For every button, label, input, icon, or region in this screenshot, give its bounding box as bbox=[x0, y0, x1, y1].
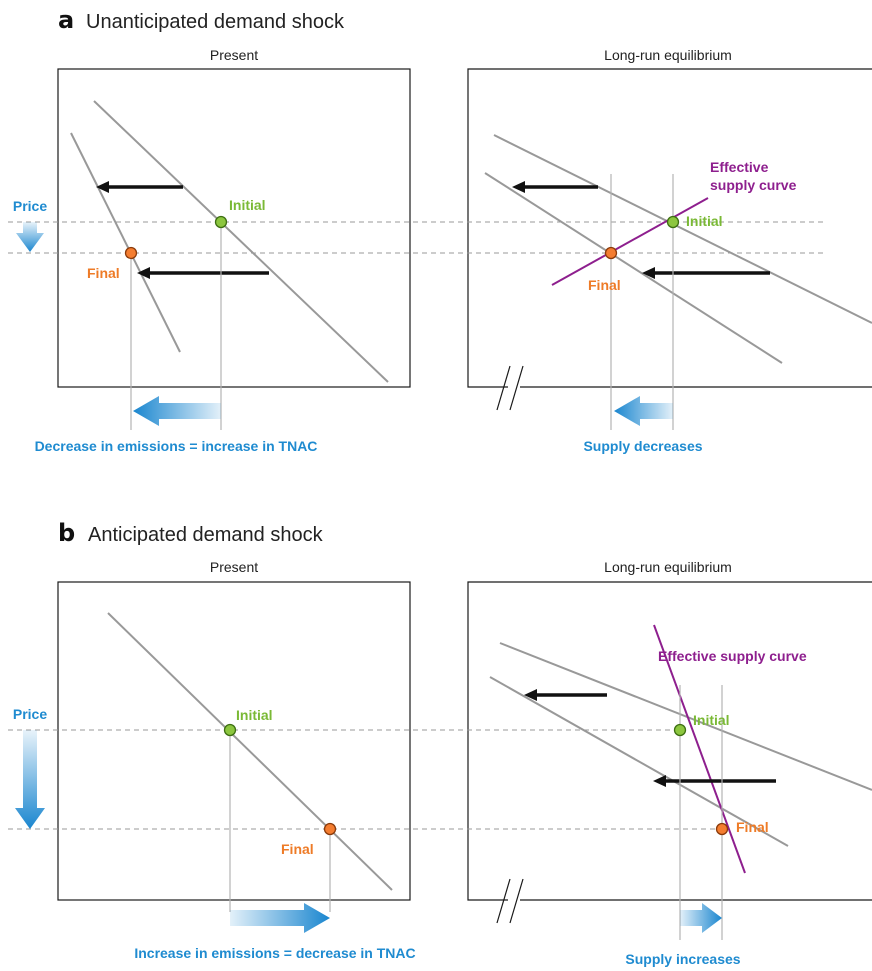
panel-a-heading: Unanticipated demand shock bbox=[86, 11, 345, 33]
panel-b-heading: Anticipated demand shock bbox=[88, 524, 324, 546]
panel-b-right-initial-point bbox=[673, 723, 687, 737]
panel-b-left-caption: Increase in emissions = decrease in TNAC bbox=[134, 945, 415, 961]
panel-a-effective-supply-label-line1: Effective bbox=[710, 159, 769, 175]
panel-b-right-final-label: Final bbox=[736, 819, 769, 835]
panel-a-right-demand-initial bbox=[493, 134, 872, 324]
panel-a-right-final-label: Final bbox=[588, 277, 621, 293]
panel-b-right-title: Long-run equilibrium bbox=[604, 559, 732, 575]
panel-b-right-blue-arrow bbox=[680, 903, 722, 933]
panel-b-price-down-arrow bbox=[15, 730, 45, 829]
panel-b-right-demand-final bbox=[489, 676, 789, 847]
panel-a-letter: a bbox=[58, 6, 74, 34]
panel-a-right-blue-arrow bbox=[614, 396, 673, 426]
panel-a-demand-initial bbox=[93, 100, 389, 383]
panel-a-right-caption: Supply decreases bbox=[583, 438, 702, 454]
panel-b-right-initial-label: Initial bbox=[693, 712, 730, 728]
panel-b-demand-curve bbox=[107, 612, 393, 891]
panel-a-left-shift-arrowhead-lower bbox=[137, 267, 150, 279]
panel-a-effective-supply-curve bbox=[551, 197, 709, 286]
panel-a-right-demand-final bbox=[484, 172, 783, 364]
panel-b-right-caption: Supply increases bbox=[625, 951, 740, 967]
panel-b-right-demand-initial bbox=[499, 642, 872, 791]
panel-b-left-initial-point bbox=[223, 723, 237, 737]
panel-a-effective-supply-label-line2: supply curve bbox=[710, 177, 797, 193]
panel-b-left-title: Present bbox=[210, 559, 258, 575]
panel-a-price-down-arrow bbox=[16, 222, 44, 252]
panel-a-left-blue-arrow bbox=[133, 396, 221, 426]
panel-b-left-initial-label: Initial bbox=[236, 707, 273, 723]
panel-b-left-frame bbox=[57, 581, 411, 901]
panel-b-right-shift-arrowhead-upper bbox=[524, 689, 537, 701]
panel-b-effective-supply-curve bbox=[653, 624, 746, 874]
panel-b-right-final-point bbox=[715, 822, 729, 836]
panel-b-price-label: Price bbox=[13, 706, 47, 722]
panel-b-letter: b bbox=[58, 519, 75, 547]
panel-a-left-caption: Decrease in emissions = increase in TNAC bbox=[35, 438, 318, 454]
panel-a-right-initial-label: Initial bbox=[686, 213, 723, 229]
panel-a-right-shift-arrowhead-upper bbox=[512, 181, 525, 193]
panel-a-right-title: Long-run equilibrium bbox=[604, 47, 732, 63]
panel-a-left-initial-point bbox=[214, 215, 228, 229]
panel-a-left-final-label: Final bbox=[87, 265, 120, 281]
panel-a-right-final-point bbox=[604, 246, 618, 260]
panel-b-right-frame bbox=[467, 581, 872, 901]
panel-a-right-initial-point bbox=[666, 215, 680, 229]
panel-a-right-frame bbox=[467, 68, 872, 388]
panel-a-left-shift-arrowhead-upper bbox=[96, 181, 109, 193]
panel-a-left-title: Present bbox=[210, 47, 258, 63]
panel-b-left-blue-arrow bbox=[230, 903, 330, 933]
panel-a-left-final-point bbox=[124, 246, 138, 260]
panel-a: a Unanticipated demand shock Present Lon… bbox=[8, 6, 872, 454]
panel-b-left-final-label: Final bbox=[281, 841, 314, 857]
panel-a-left-frame bbox=[57, 68, 411, 388]
panel-b-effective-supply-label: Effective supply curve bbox=[658, 648, 807, 664]
panel-b-axis-break bbox=[496, 878, 524, 924]
panel-a-left-initial-label: Initial bbox=[229, 197, 266, 213]
panel-b-left-final-point bbox=[323, 822, 337, 836]
panel-a-right-shift-arrowhead-lower bbox=[642, 267, 655, 279]
panel-a-demand-final bbox=[70, 132, 181, 353]
panel-b: b Anticipated demand shock Present Long-… bbox=[8, 519, 872, 967]
panel-b-right-shift-arrowhead-lower bbox=[653, 775, 666, 787]
panel-a-price-label: Price bbox=[13, 198, 47, 214]
panel-a-axis-break bbox=[496, 365, 524, 411]
